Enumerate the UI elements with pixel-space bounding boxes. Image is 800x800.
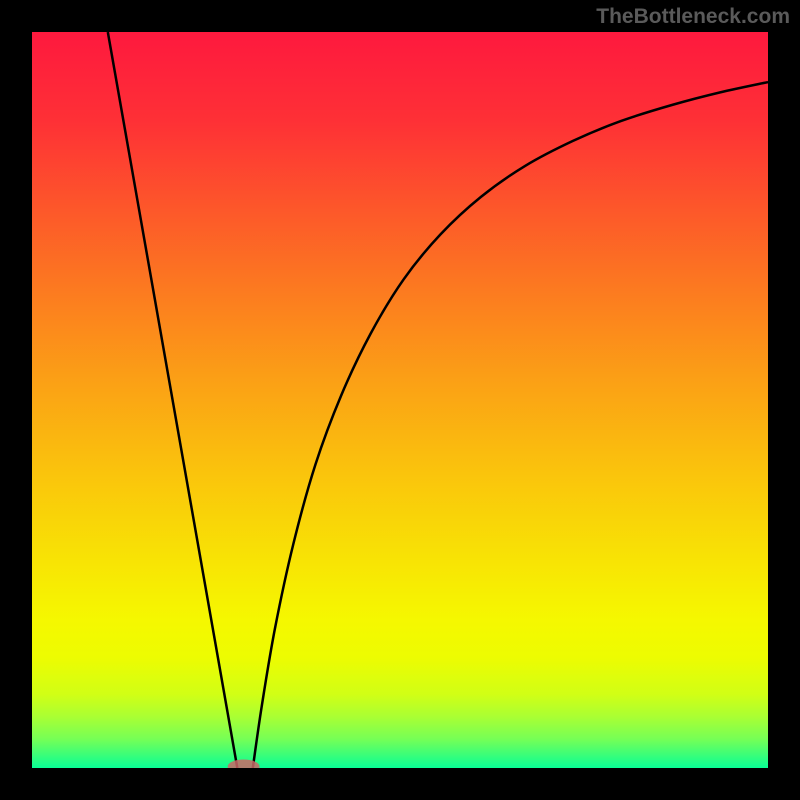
plot-area [32,32,768,768]
chart-canvas: TheBottleneck.com [0,0,800,800]
watermark-text: TheBottleneck.com [596,5,790,29]
gradient-background [32,32,768,768]
